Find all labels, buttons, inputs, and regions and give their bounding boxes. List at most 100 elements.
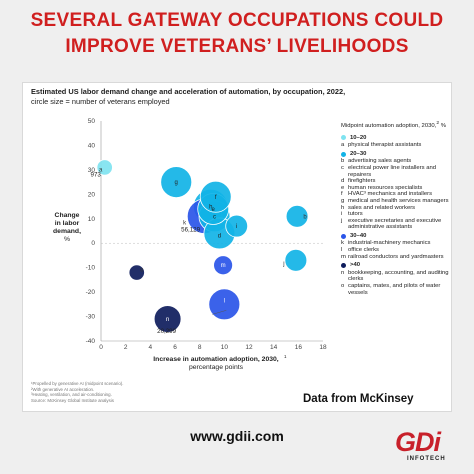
logo-mark: GDi bbox=[395, 427, 441, 457]
footnote-line: ³Heating, ventilation, and air-condition… bbox=[31, 392, 112, 398]
y-tick-label: -10 bbox=[86, 265, 96, 272]
y-axis-label: in labor bbox=[55, 220, 80, 227]
x-axis-label: Increase in automation adoption, 2030, bbox=[153, 356, 279, 363]
bubble-label-h: h bbox=[209, 205, 212, 211]
logo-subtitle: INFOTECH bbox=[407, 456, 446, 462]
bubble-label-a: a bbox=[99, 167, 103, 173]
legend-item: b advertising sales agents bbox=[341, 158, 451, 165]
legend-item-letter: n bbox=[341, 269, 345, 276]
legend-title: Midpoint automation adoption, 2030,2 % bbox=[341, 121, 446, 129]
legend-group-head: 10–20 bbox=[341, 135, 451, 142]
legend-item: j executive secretaries and executive adm… bbox=[341, 218, 451, 231]
bubble-i bbox=[225, 214, 249, 238]
bubble-g bbox=[160, 166, 193, 199]
bubble-a bbox=[96, 159, 113, 176]
website-url[interactable]: www.gdii.com bbox=[190, 428, 284, 444]
chart-subtitle: circle size = number of veterans employe… bbox=[31, 97, 170, 106]
legend-item-letter: o bbox=[341, 283, 345, 290]
legend-group-label: >40 bbox=[350, 262, 360, 269]
legend-item-letter: m bbox=[341, 253, 346, 260]
legend-item-letter: d bbox=[341, 178, 345, 185]
legend-group-label: 30–40 bbox=[350, 232, 367, 239]
bubble-label-l: l bbox=[224, 298, 225, 304]
y-tick-label: 10 bbox=[88, 216, 96, 223]
bubble-annotation-a: 973 bbox=[91, 171, 102, 178]
bubble-label-o: o bbox=[140, 268, 144, 274]
x-tick-label: 10 bbox=[221, 344, 229, 351]
legend-item-text: bookkeeping, accounting, and auditing cl… bbox=[348, 269, 449, 283]
legend-item-letter: a bbox=[341, 142, 345, 149]
y-tick-label: 40 bbox=[88, 142, 96, 149]
legend-item: l office clerks bbox=[341, 247, 451, 254]
legend-item: c electrical power line installers and re… bbox=[341, 165, 451, 178]
bubble-label-f: f bbox=[215, 195, 217, 201]
legend-group-label: 10–20 bbox=[350, 134, 367, 141]
legend-item-text: advertising sales agents bbox=[348, 158, 412, 165]
legend-item-text: physical therapist assistants bbox=[348, 142, 422, 149]
x-tick-label: 0 bbox=[99, 344, 103, 351]
bubble-label-e: e bbox=[212, 207, 216, 213]
legend-item: m railroad conductors and yardmasters bbox=[341, 254, 451, 261]
bubble-b bbox=[285, 204, 309, 228]
chart-card: Estimated US labor demand change and acc… bbox=[22, 82, 452, 412]
legend-item-letter: c bbox=[341, 164, 344, 171]
legend-item-text: executive secretaries and executive admi… bbox=[348, 217, 442, 231]
legend-group-head: >40 bbox=[341, 262, 451, 269]
legend-group: 20–30 b advertising sales agents c electrica… bbox=[341, 151, 451, 231]
legend-item-text: firefighters bbox=[348, 178, 376, 185]
legend-item: a physical therapist assistants bbox=[341, 142, 451, 149]
headline: SEVERAL GATEWAY OCCUPATIONS COULD IMPROV… bbox=[0, 8, 474, 60]
legend-item: f HVAC³ mechanics and installers bbox=[341, 191, 451, 198]
legend-item-letter: k bbox=[341, 240, 344, 247]
legend-item-text: human resources specialists bbox=[348, 184, 423, 191]
source-label: Data from McKinsey bbox=[303, 393, 414, 405]
bubble-l bbox=[208, 288, 241, 321]
legend-item: o captains, mates, and pilots of water ve… bbox=[341, 283, 451, 296]
x-tick-label: 18 bbox=[319, 344, 327, 351]
legend-group: 30–40 k industrial-machinery mechanics l off… bbox=[341, 233, 451, 260]
legend-item-letter: e bbox=[341, 184, 345, 191]
x-tick-label: 6 bbox=[173, 344, 177, 351]
legend-group: >40 n bookkeeping, accounting, and auditin… bbox=[341, 262, 451, 296]
bubble-f bbox=[199, 180, 232, 213]
y-tick-label: 0 bbox=[91, 240, 95, 247]
y-tick-label: -40 bbox=[86, 338, 96, 345]
legend-group-head: 20–30 bbox=[341, 151, 451, 158]
legend-item-text: electrical power line installers and rep… bbox=[348, 164, 437, 178]
gdi-logo: GDi INFOTECH bbox=[395, 428, 455, 466]
legend-item-letter: f bbox=[341, 191, 343, 198]
legend-item-letter: h bbox=[341, 204, 345, 211]
footnotes: ¹Propelled by generative AI (midpoint sc… bbox=[31, 381, 124, 403]
y-tick-label: 50 bbox=[88, 118, 96, 125]
y-tick-label: 20 bbox=[88, 191, 96, 198]
legend-item-text: HVAC³ mechanics and installers bbox=[348, 191, 433, 198]
bubble-annotation-n: 20,299 bbox=[157, 328, 176, 335]
x-axis-label-unit: percentage points bbox=[189, 364, 244, 371]
x-tick-label: 2 bbox=[124, 344, 128, 351]
legend-item-letter: i bbox=[341, 211, 343, 218]
x-tick-label: 14 bbox=[270, 344, 278, 351]
legend-item-text: sales and related workers bbox=[348, 204, 416, 211]
legend-swatch bbox=[341, 151, 346, 157]
bubble-label-n: n bbox=[166, 317, 169, 323]
bubble-n bbox=[153, 305, 182, 333]
y-axis-label: demand, bbox=[53, 228, 81, 235]
bubble-j bbox=[284, 248, 308, 272]
legend-item-letter: l bbox=[341, 247, 343, 254]
x-axis-label-sup: 1 bbox=[284, 354, 287, 359]
legend-group: 10–20 a physical therapist assistants bbox=[341, 135, 451, 149]
x-tick-label: 16 bbox=[295, 344, 303, 351]
leader-line bbox=[212, 310, 227, 315]
legend-item-text: medical and health services managers bbox=[348, 197, 449, 204]
legend-swatch bbox=[341, 233, 346, 239]
legend-item-letter: b bbox=[341, 158, 345, 165]
legend-item-text: office clerks bbox=[348, 247, 379, 254]
legend-item: n bookkeeping, accounting, and auditing c… bbox=[341, 270, 451, 283]
x-tick-label: 4 bbox=[149, 344, 153, 351]
bubble-label-g: g bbox=[175, 180, 178, 186]
bubble-label-d: d bbox=[218, 233, 221, 239]
legend-item: k industrial-machinery mechanics bbox=[341, 240, 451, 247]
bubble-label-b: b bbox=[303, 214, 307, 220]
legend-item: e human resources specialists bbox=[341, 185, 451, 192]
